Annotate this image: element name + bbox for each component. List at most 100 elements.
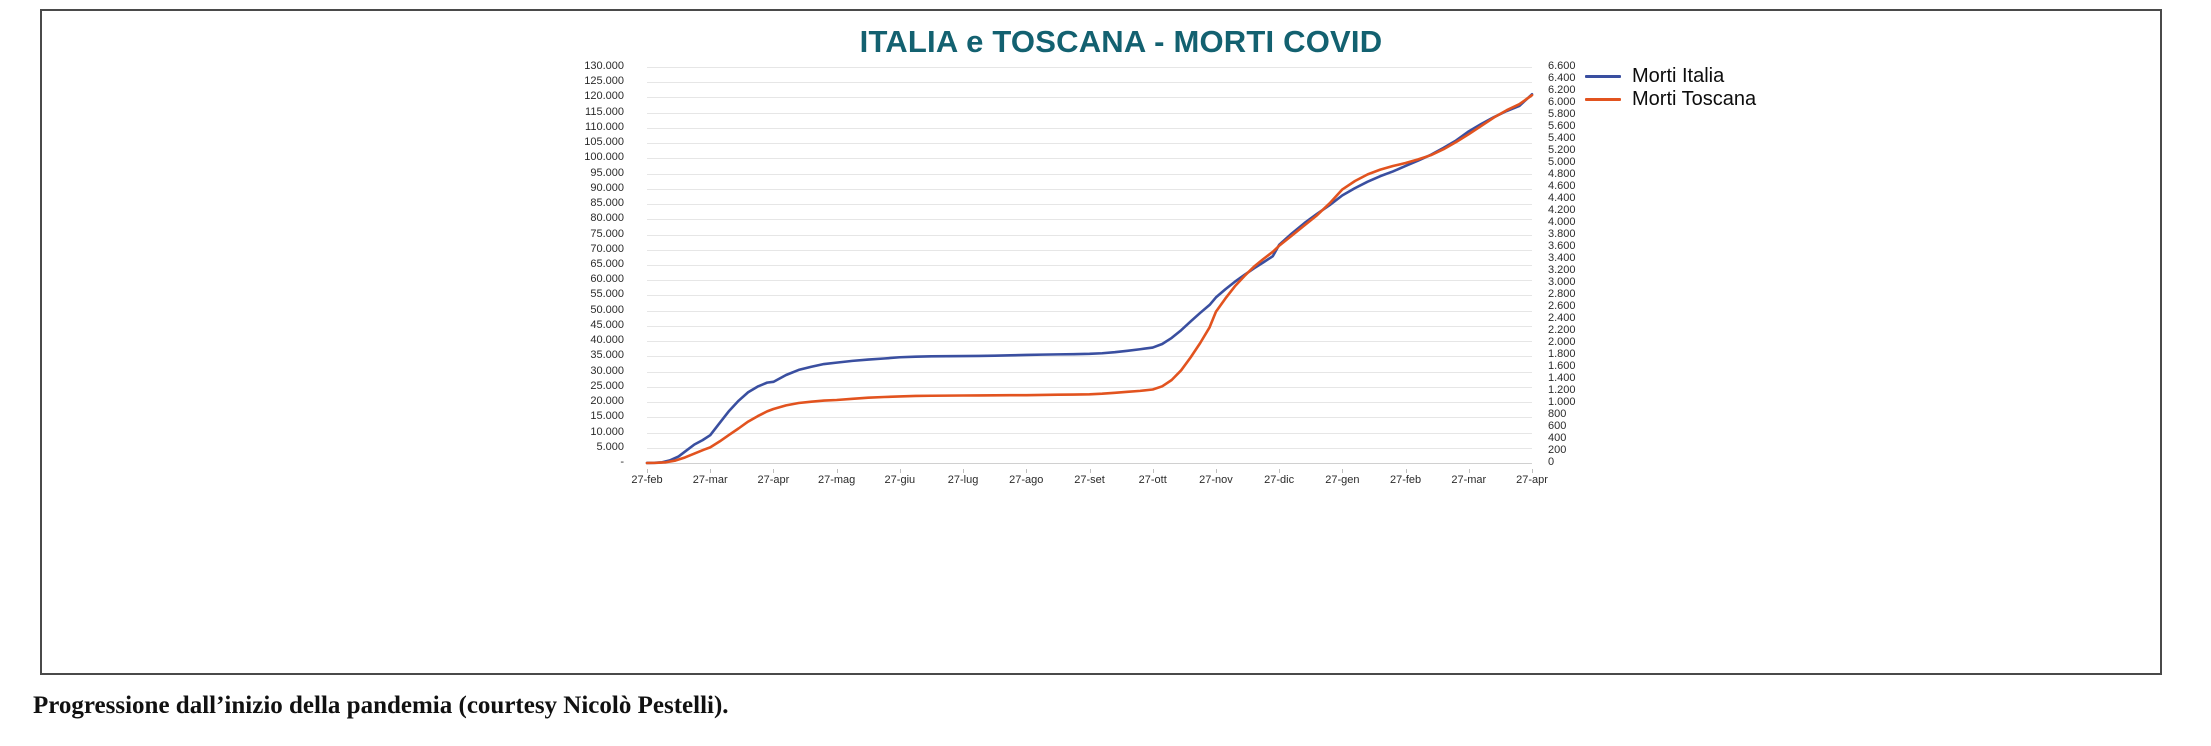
right-axis-tick-label: 2.000 (1548, 336, 1576, 348)
gridline (647, 158, 1532, 160)
chart-figure-frame: ITALIA e TOSCANA - MORTI COVID 130.000 12… (40, 9, 2162, 675)
right-y-axis: 6.600 6.400 6.200 6.000 5.800 5.600 5.400 5.200… (1540, 61, 1660, 468)
left-axis-tick-label: 130.000 (584, 60, 624, 72)
right-axis-tick-label: 3.800 (1548, 228, 1576, 240)
right-axis-tick-label: 5.800 (1548, 108, 1576, 120)
x-axis-tick-label: 27-mar (692, 474, 728, 486)
left-axis-tick-label: 100.000 (584, 151, 624, 164)
left-axis-tick-label: 30.000 (590, 364, 624, 377)
gridline (647, 97, 1532, 99)
left-axis-tick-label: 45.000 (590, 318, 624, 331)
left-axis-tick-label: 70.000 (590, 242, 624, 255)
figure-caption: Progressione dall’inizio della pandemia … (33, 692, 729, 719)
gridline (647, 67, 1532, 68)
x-axis-tick-mark (1405, 469, 1407, 473)
right-axis-tick-label: 200 (1548, 444, 1567, 456)
x-axis-tick-mark (899, 469, 901, 473)
left-axis-tick-label: 120.000 (584, 90, 624, 103)
left-axis-tick-label: 40.000 (590, 334, 624, 347)
right-axis-tick-label: 800 (1548, 408, 1567, 420)
gridline (647, 356, 1532, 358)
legend-item-morti-italia[interactable]: Morti Italia (1585, 65, 1845, 88)
series-line-italia (645, 93, 1534, 465)
left-axis-tick-label: 10.000 (590, 425, 624, 438)
left-axis-tick-label: - (620, 456, 624, 468)
right-axis-tick-label: 5.400 (1548, 132, 1576, 144)
x-axis-tick-label: 27-giu (884, 474, 916, 486)
gridline (647, 173, 1532, 175)
right-axis-tick-label: 3.200 (1548, 264, 1576, 276)
x-axis-tick-mark (710, 469, 712, 473)
x-axis-tick-mark (1152, 469, 1154, 473)
gridline (647, 249, 1532, 251)
plot-area (645, 67, 1534, 465)
gridline (647, 325, 1532, 327)
x-axis-tick-label: 27-feb (631, 474, 663, 486)
x-axis-tick-mark (963, 469, 965, 473)
x-axis: 27-feb 27-mar 27-apr 27-mag 27-giu 27-lug 27-a… (631, 469, 1548, 491)
left-axis-tick-label: 85.000 (590, 197, 624, 210)
x-axis-tick-mark (836, 469, 838, 473)
left-axis-tick-label: 80.000 (590, 212, 624, 225)
chart-legend: Morti Italia Morti Toscana (1585, 65, 1845, 111)
gridline (647, 82, 1532, 84)
x-axis-tick-mark (1026, 469, 1028, 473)
x-axis-tick-mark (1089, 469, 1091, 473)
left-y-axis: 130.000 125.000 120.000 115.000 110.000 105.0… (512, 61, 632, 468)
left-axis-tick-label: 75.000 (590, 227, 624, 240)
x-axis-tick-mark (1279, 469, 1281, 473)
x-axis-tick-label: 27-apr (757, 474, 790, 486)
gridline (647, 386, 1532, 388)
chart-title: ITALIA e TOSCANA - MORTI COVID (859, 24, 1383, 59)
gridline (647, 143, 1532, 145)
gridline (647, 219, 1532, 221)
legend-color-swatch-toscana (1585, 98, 1621, 101)
x-axis-tick-mark (647, 469, 648, 473)
right-axis-tick-label: 3.400 (1548, 252, 1576, 264)
gridline (647, 417, 1532, 419)
left-axis-tick-label: 60.000 (590, 273, 624, 286)
left-axis-tick-label: 110.000 (585, 120, 624, 133)
x-axis-tick-mark (1215, 469, 1217, 473)
x-axis-tick-mark (773, 469, 775, 473)
right-axis-tick-label: 4.200 (1548, 204, 1576, 216)
gridline (647, 265, 1532, 266)
gridline (647, 341, 1532, 343)
right-axis-tick-label: 1.000 (1548, 396, 1576, 408)
gridline (647, 402, 1532, 404)
gridline (647, 234, 1532, 236)
x-axis-tick-label: 27-gen (1325, 474, 1360, 486)
left-axis-tick-label: 20.000 (590, 395, 624, 408)
x-axis-tick-label: 27-mag (817, 474, 856, 486)
x-axis-tick-mark (1532, 469, 1533, 473)
x-axis-tick-label: 27-nov (1199, 474, 1233, 486)
gridline (647, 463, 1532, 464)
right-axis-tick-label: 2.200 (1548, 324, 1576, 336)
chart-plot-container: 130.000 125.000 120.000 115.000 110.000 105.0… (42, 11, 2164, 677)
left-axis-tick-label: 90.000 (590, 181, 624, 194)
right-axis-tick-label: 4.600 (1548, 180, 1576, 192)
right-axis-tick-label: 2.600 (1548, 300, 1576, 312)
right-axis-tick-label: 5.000 (1548, 156, 1576, 168)
right-axis-tick-label: 3.600 (1548, 240, 1576, 252)
left-axis-tick-label: 5.000 (596, 440, 624, 453)
x-axis-tick-label: 27-dic (1264, 474, 1295, 486)
right-axis-tick-label: 1.200 (1548, 384, 1576, 396)
legend-color-swatch-italia (1585, 75, 1621, 78)
gridline (647, 112, 1532, 114)
left-axis-tick-label: 35.000 (590, 349, 624, 362)
gridline (647, 310, 1532, 312)
right-axis-tick-label: 6.200 (1548, 84, 1576, 96)
gridline (647, 188, 1532, 190)
right-axis-tick-label: 0 (1548, 456, 1555, 468)
legend-label-toscana: Morti Toscana (1632, 88, 1757, 110)
x-axis-tick-label: 27-set (1074, 474, 1105, 486)
legend-item-morti-toscana[interactable]: Morti Toscana (1585, 88, 1845, 111)
left-axis-tick-label: 105.000 (584, 136, 624, 149)
right-axis-tick-label: 1.800 (1548, 348, 1576, 360)
x-axis-tick-label: 27-apr (1516, 474, 1548, 486)
gridline (647, 204, 1532, 206)
right-axis-tick-label: 2.400 (1548, 312, 1576, 324)
left-axis-tick-label: 50.000 (590, 303, 624, 316)
x-axis-tick-mark (1342, 469, 1344, 473)
